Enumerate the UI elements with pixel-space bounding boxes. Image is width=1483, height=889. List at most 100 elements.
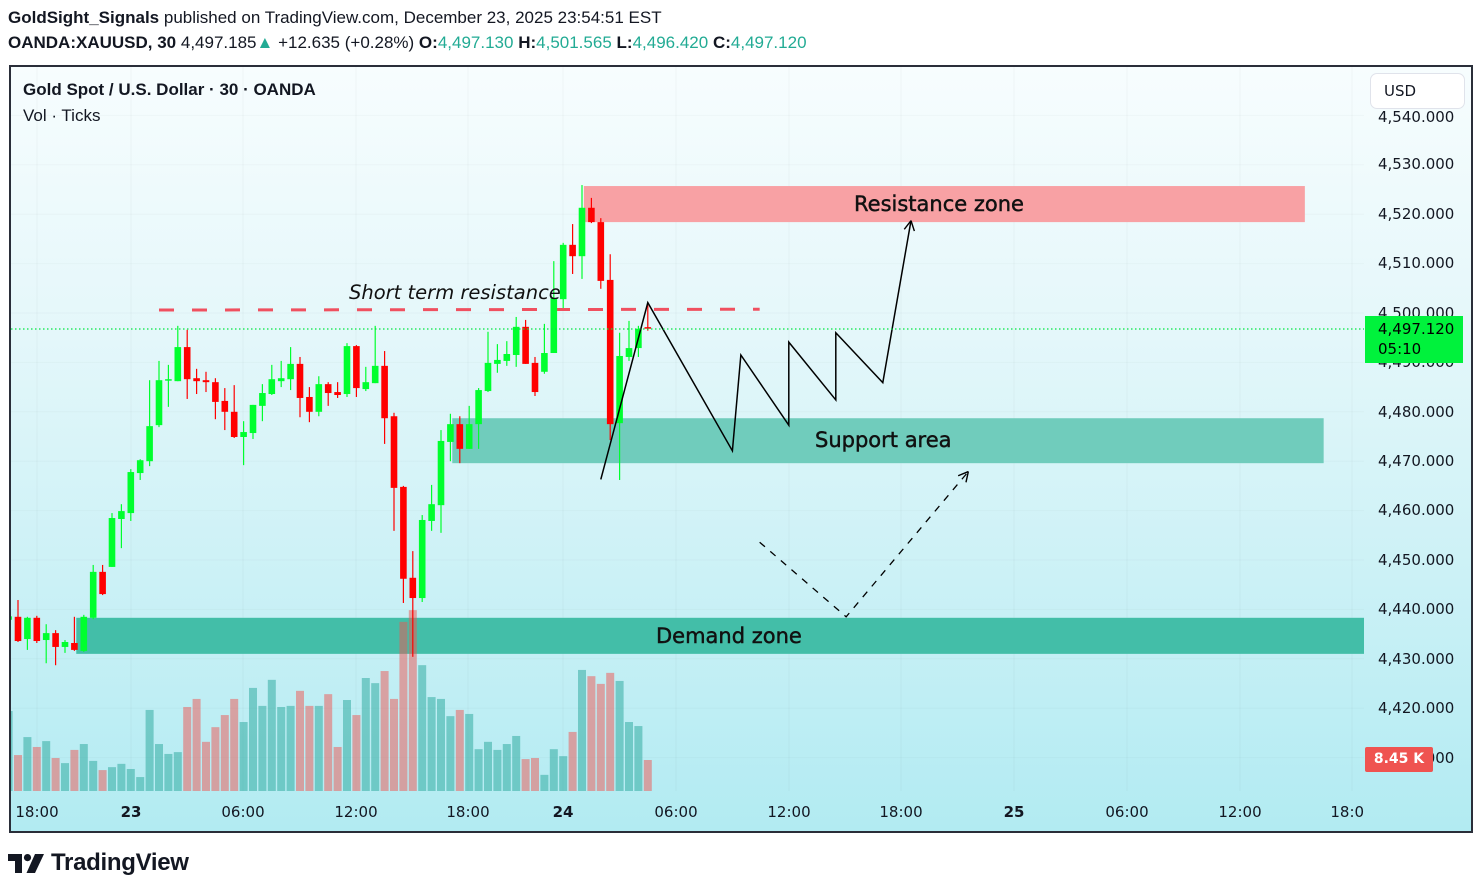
volume-bar bbox=[117, 763, 126, 791]
close-label: C: bbox=[712, 33, 731, 52]
volume-bar bbox=[14, 755, 22, 791]
volume-bar bbox=[634, 726, 643, 791]
volume-bar bbox=[587, 676, 596, 791]
volume-bar bbox=[625, 722, 633, 791]
volume-bar bbox=[42, 741, 51, 791]
candle bbox=[249, 404, 257, 439]
time-label-day: 24 bbox=[552, 803, 574, 821]
candle bbox=[541, 323, 548, 374]
candle bbox=[418, 515, 426, 602]
candle bbox=[324, 382, 332, 406]
volume-bar bbox=[79, 744, 88, 791]
candle bbox=[287, 347, 294, 391]
volume-bar bbox=[286, 705, 295, 791]
volume-bar bbox=[220, 715, 229, 791]
short-term-resistance-line[interactable] bbox=[158, 307, 760, 312]
volume-bar bbox=[437, 698, 445, 791]
candle bbox=[212, 378, 219, 420]
volume-bar bbox=[531, 757, 539, 791]
candle bbox=[14, 600, 22, 643]
candle bbox=[24, 616, 31, 650]
path-drawings bbox=[600, 220, 970, 618]
volume-bar bbox=[343, 700, 351, 791]
volume-bar bbox=[606, 672, 615, 791]
projected-path-main[interactable] bbox=[600, 220, 916, 480]
volume-bar bbox=[51, 757, 60, 791]
volume-bar bbox=[371, 683, 380, 791]
candle bbox=[193, 368, 200, 395]
candle bbox=[33, 615, 41, 643]
volume-bar bbox=[183, 706, 192, 791]
high-value: 4,501.565 bbox=[536, 33, 612, 52]
arrowhead-icon bbox=[957, 470, 970, 483]
volume-bar bbox=[484, 741, 492, 791]
quote-line: OANDA:XAUUSD, 30 4,497.185▲ +12.635 (+0.… bbox=[8, 33, 807, 53]
time-axis[interactable]: 18:00 23 06:00 12:00 18:00 24 06:00 12:0… bbox=[11, 800, 1364, 824]
candle bbox=[108, 513, 116, 567]
candle bbox=[230, 385, 238, 438]
resistance-zone-label: Resistance zone bbox=[854, 192, 1024, 216]
currency-button[interactable]: USD bbox=[1370, 73, 1465, 109]
time-label: 06:00 bbox=[1105, 803, 1149, 821]
symbol-interval: OANDA:XAUUSD, 30 bbox=[8, 33, 177, 52]
candle bbox=[146, 380, 153, 467]
candle bbox=[503, 341, 511, 366]
volume-bar bbox=[399, 621, 408, 791]
price-label: 4,510.000 bbox=[1378, 254, 1455, 272]
candle bbox=[89, 564, 97, 620]
candle bbox=[240, 421, 247, 466]
volume-bar bbox=[521, 759, 530, 791]
price-change: +12.635 (+0.28%) bbox=[278, 33, 415, 52]
candle bbox=[11, 616, 12, 620]
volume-bar bbox=[277, 706, 286, 791]
time-label: 12:00 bbox=[334, 803, 378, 821]
volume-bar bbox=[474, 749, 483, 791]
triangle-up-icon: ▲ bbox=[256, 33, 274, 52]
volume-bar bbox=[239, 722, 248, 791]
candle bbox=[259, 384, 266, 422]
volume-bar bbox=[352, 715, 361, 791]
line-drawings-under bbox=[158, 307, 760, 312]
candle bbox=[512, 316, 520, 367]
low-label: L: bbox=[616, 33, 633, 52]
candle bbox=[174, 325, 182, 382]
volume-indicator-legend: Vol · Ticks bbox=[23, 106, 101, 125]
open-value: 4,497.130 bbox=[437, 33, 514, 52]
volume-bar bbox=[267, 679, 276, 791]
candle bbox=[221, 388, 229, 431]
high-label: H: bbox=[518, 33, 537, 52]
projected-path-alternate[interactable] bbox=[759, 470, 970, 618]
time-label: 12:00 bbox=[1218, 803, 1262, 821]
volume-bar bbox=[23, 737, 32, 791]
author-name: GoldSight_Signals bbox=[8, 8, 160, 27]
candle bbox=[277, 360, 285, 388]
current-price-tag: 4,497.120 05:10 bbox=[1365, 316, 1463, 363]
volume-bar bbox=[568, 731, 577, 791]
volume-value-tag: 8.45 K bbox=[1365, 747, 1433, 772]
time-label: 18:00 bbox=[1330, 803, 1364, 821]
volume-bar bbox=[324, 694, 333, 791]
support-area[interactable] bbox=[452, 418, 1324, 464]
volume-bar bbox=[89, 760, 98, 791]
close-value: 4,497.120 bbox=[730, 33, 807, 52]
volume-bar bbox=[192, 698, 201, 791]
candle bbox=[155, 360, 163, 428]
arrowhead-icon bbox=[903, 220, 916, 232]
volume-bar bbox=[70, 749, 79, 791]
open-label: O: bbox=[418, 33, 438, 52]
demand-zone[interactable] bbox=[76, 617, 1368, 654]
bar-countdown: 05:10 bbox=[1378, 340, 1422, 358]
resistance-zone[interactable] bbox=[583, 186, 1305, 223]
candle bbox=[165, 364, 172, 407]
time-label: 18:00 bbox=[879, 803, 923, 821]
candle bbox=[550, 261, 558, 354]
candle bbox=[484, 331, 492, 393]
volume-bar bbox=[173, 752, 182, 791]
low-value: 4,496.420 bbox=[632, 33, 709, 52]
published-info: published on TradingView.com, December 2… bbox=[163, 8, 662, 27]
candle bbox=[588, 197, 595, 224]
candle bbox=[494, 344, 501, 373]
volume-bar bbox=[408, 610, 417, 791]
candle bbox=[127, 469, 135, 521]
